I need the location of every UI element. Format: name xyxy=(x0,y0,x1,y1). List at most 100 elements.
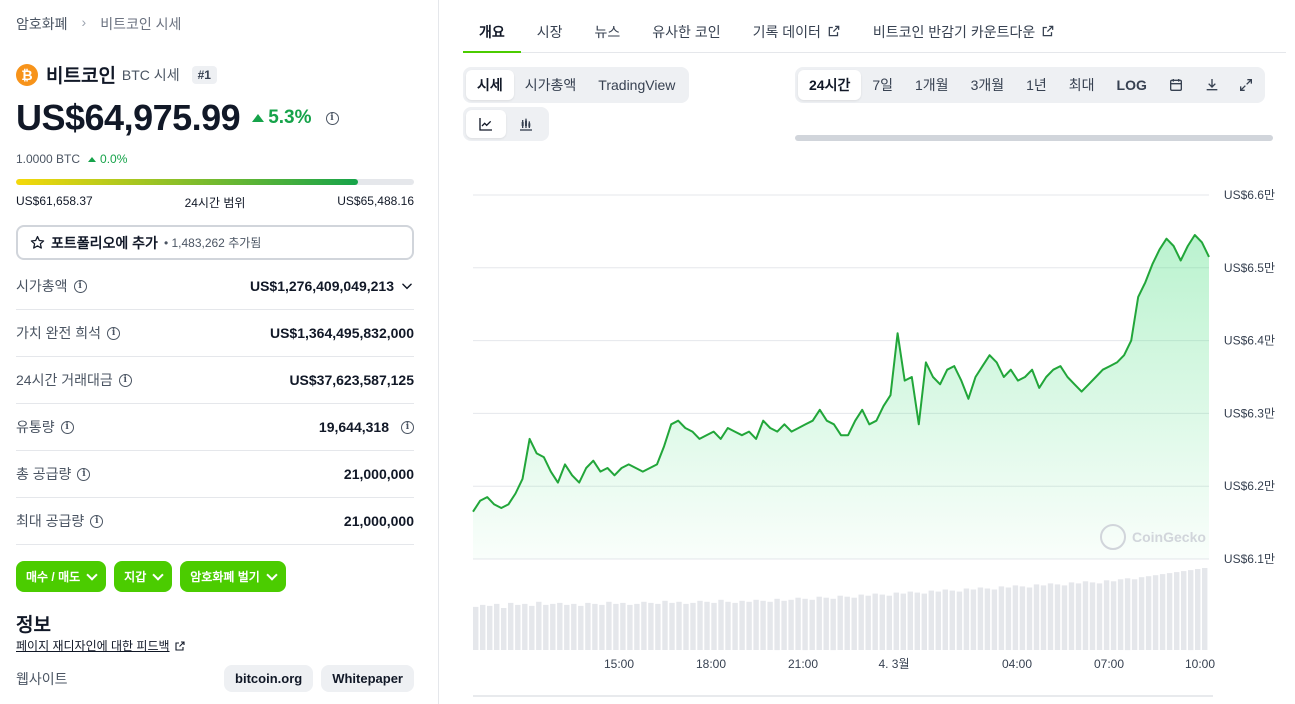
action-buttons: 매수 / 매도 지갑 암호화폐 벌기 xyxy=(16,561,286,592)
view-price[interactable]: 시세 xyxy=(466,70,514,100)
volume-bar xyxy=(592,603,598,650)
volume-bar xyxy=(788,599,794,650)
calendar-button[interactable] xyxy=(1158,70,1194,100)
range-high: US$65,488.16 xyxy=(337,194,414,208)
earn-crypto-button[interactable]: 암호화폐 벌기 xyxy=(180,561,286,592)
volume-bar xyxy=(599,604,605,650)
info-icon[interactable]: i xyxy=(90,514,104,528)
volume-bar xyxy=(718,599,724,650)
volume-bar xyxy=(662,600,668,650)
tab-label: 비트코인 반감기 카운트다운 xyxy=(872,24,1036,40)
volume-bar xyxy=(837,595,843,650)
buy-sell-button[interactable]: 매수 / 매도 xyxy=(16,561,107,592)
volume-bar xyxy=(1103,580,1110,650)
tab-similar-coins[interactable]: 유사한 코인 xyxy=(636,14,736,52)
btc-amount: 1.0000 BTC xyxy=(16,152,81,166)
info-icon[interactable]: i xyxy=(73,279,87,293)
volume-bar xyxy=(1131,579,1138,650)
range-7d[interactable]: 7일 xyxy=(872,77,894,93)
download-icon xyxy=(1206,79,1218,91)
view-mode-toggle: 시세 시가총액 TradingView xyxy=(463,67,690,103)
volume-bar xyxy=(858,594,864,650)
portfolio-count: • 1,483,262 추가됨 xyxy=(163,236,262,250)
feedback-link[interactable]: 페이지 재디자인에 대한 피드백 xyxy=(16,637,186,654)
tab-markets[interactable]: 시장 xyxy=(521,14,579,52)
volume-bar xyxy=(606,601,612,650)
coingecko-logo-icon xyxy=(1100,524,1126,550)
volume-bar xyxy=(802,598,808,651)
volume-bar xyxy=(851,597,857,650)
info-icon[interactable]: i xyxy=(325,111,339,125)
whitepaper-link[interactable]: Whitepaper xyxy=(321,665,414,692)
stat-value: 21,000,000 xyxy=(343,466,414,482)
volume-bar xyxy=(1047,583,1054,650)
chart-scrollbar[interactable] xyxy=(795,135,1273,141)
volume-bar xyxy=(1026,587,1033,650)
range-1m[interactable]: 1개월 xyxy=(915,77,949,93)
volume-bar xyxy=(1188,570,1194,651)
tab-label: 뉴스 xyxy=(594,24,621,40)
chevron-down-icon[interactable] xyxy=(400,279,414,293)
volume-bar xyxy=(753,599,759,650)
stat-label: 가치 완전 희석 xyxy=(16,325,102,341)
info-icon[interactable]: i xyxy=(77,467,91,481)
view-market-cap[interactable]: 시가총액 xyxy=(524,77,577,93)
breadcrumb-item-crypto[interactable]: 암호화폐 xyxy=(16,16,68,32)
info-icon[interactable]: i xyxy=(107,326,121,340)
volume-bar xyxy=(907,591,913,650)
wallet-button[interactable]: 지갑 xyxy=(114,561,173,592)
stat-value: 19,644,318 xyxy=(318,419,389,435)
volume-bar xyxy=(774,598,780,651)
btc-change: 0.0% xyxy=(88,152,127,166)
volume-bar xyxy=(1033,584,1040,650)
tab-historical-data[interactable]: 기록 데이터 xyxy=(737,14,857,52)
line-chart-button[interactable] xyxy=(466,110,506,138)
info-icon[interactable]: i xyxy=(60,420,74,434)
bitcoin-logo-icon: ₿ xyxy=(16,63,38,86)
info-icon[interactable]: i xyxy=(401,420,414,434)
volume-bar xyxy=(725,601,731,650)
range-24h[interactable]: 24시간 xyxy=(798,70,862,100)
volume-bar xyxy=(746,601,752,650)
download-button[interactable] xyxy=(1194,70,1230,100)
tab-label: 개요 xyxy=(479,24,505,40)
view-tradingview[interactable]: TradingView xyxy=(598,77,676,93)
volume-bar xyxy=(893,592,899,650)
stat-value: 21,000,000 xyxy=(343,513,414,529)
tab-news[interactable]: 뉴스 xyxy=(579,14,637,52)
volume-bar xyxy=(676,601,682,650)
fullscreen-button[interactable] xyxy=(1230,70,1262,100)
main-tabs: 개요 시장 뉴스 유사한 코인 기록 데이터 비트코인 반감기 카운트다운 xyxy=(463,14,1286,53)
website-link-bitcoin-org[interactable]: bitcoin.org xyxy=(224,665,314,692)
volume-bar xyxy=(1117,579,1124,650)
x-tick-label: 4. 3월 xyxy=(878,657,909,671)
range-max[interactable]: 최대 xyxy=(1068,77,1095,93)
portfolio-label: 포트폴리오에 추가 xyxy=(51,234,158,251)
volume-bar xyxy=(1152,575,1159,650)
candlestick-button[interactable] xyxy=(506,110,546,138)
candlestick-icon xyxy=(520,118,532,131)
buy-sell-label: 매수 / 매도 xyxy=(26,570,81,584)
volume-bar xyxy=(711,602,717,650)
stat-label: 24시간 거래대금 xyxy=(16,372,113,388)
volume-bar xyxy=(998,586,1005,650)
info-icon[interactable]: i xyxy=(118,373,132,387)
volume-bar xyxy=(830,598,836,651)
volume-bar xyxy=(571,603,577,650)
tab-overview[interactable]: 개요 xyxy=(463,14,521,53)
volume-bar xyxy=(1145,576,1152,650)
y-tick-label: US$6.1만 xyxy=(1224,552,1275,566)
stat-value: US$1,364,495,832,000 xyxy=(269,325,414,341)
time-range-toggle: 24시간 7일 1개월 3개월 1년 최대 LOG xyxy=(795,67,1265,103)
volume-bar xyxy=(844,596,850,650)
range-log[interactable]: LOG xyxy=(1116,77,1147,93)
stat-label: 시가총액 xyxy=(16,278,68,294)
range-1y[interactable]: 1년 xyxy=(1026,77,1047,93)
volume-bar xyxy=(557,602,563,650)
volume-bar xyxy=(648,602,654,650)
volume-bar xyxy=(1005,587,1012,650)
range-3m[interactable]: 3개월 xyxy=(970,77,1005,93)
chart-type-toggle xyxy=(463,107,549,141)
add-to-portfolio-button[interactable]: 포트폴리오에 추가 • 1,483,262 추가됨 xyxy=(16,225,414,260)
tab-halving-countdown[interactable]: 비트코인 반감기 카운트다운 xyxy=(857,14,1071,52)
